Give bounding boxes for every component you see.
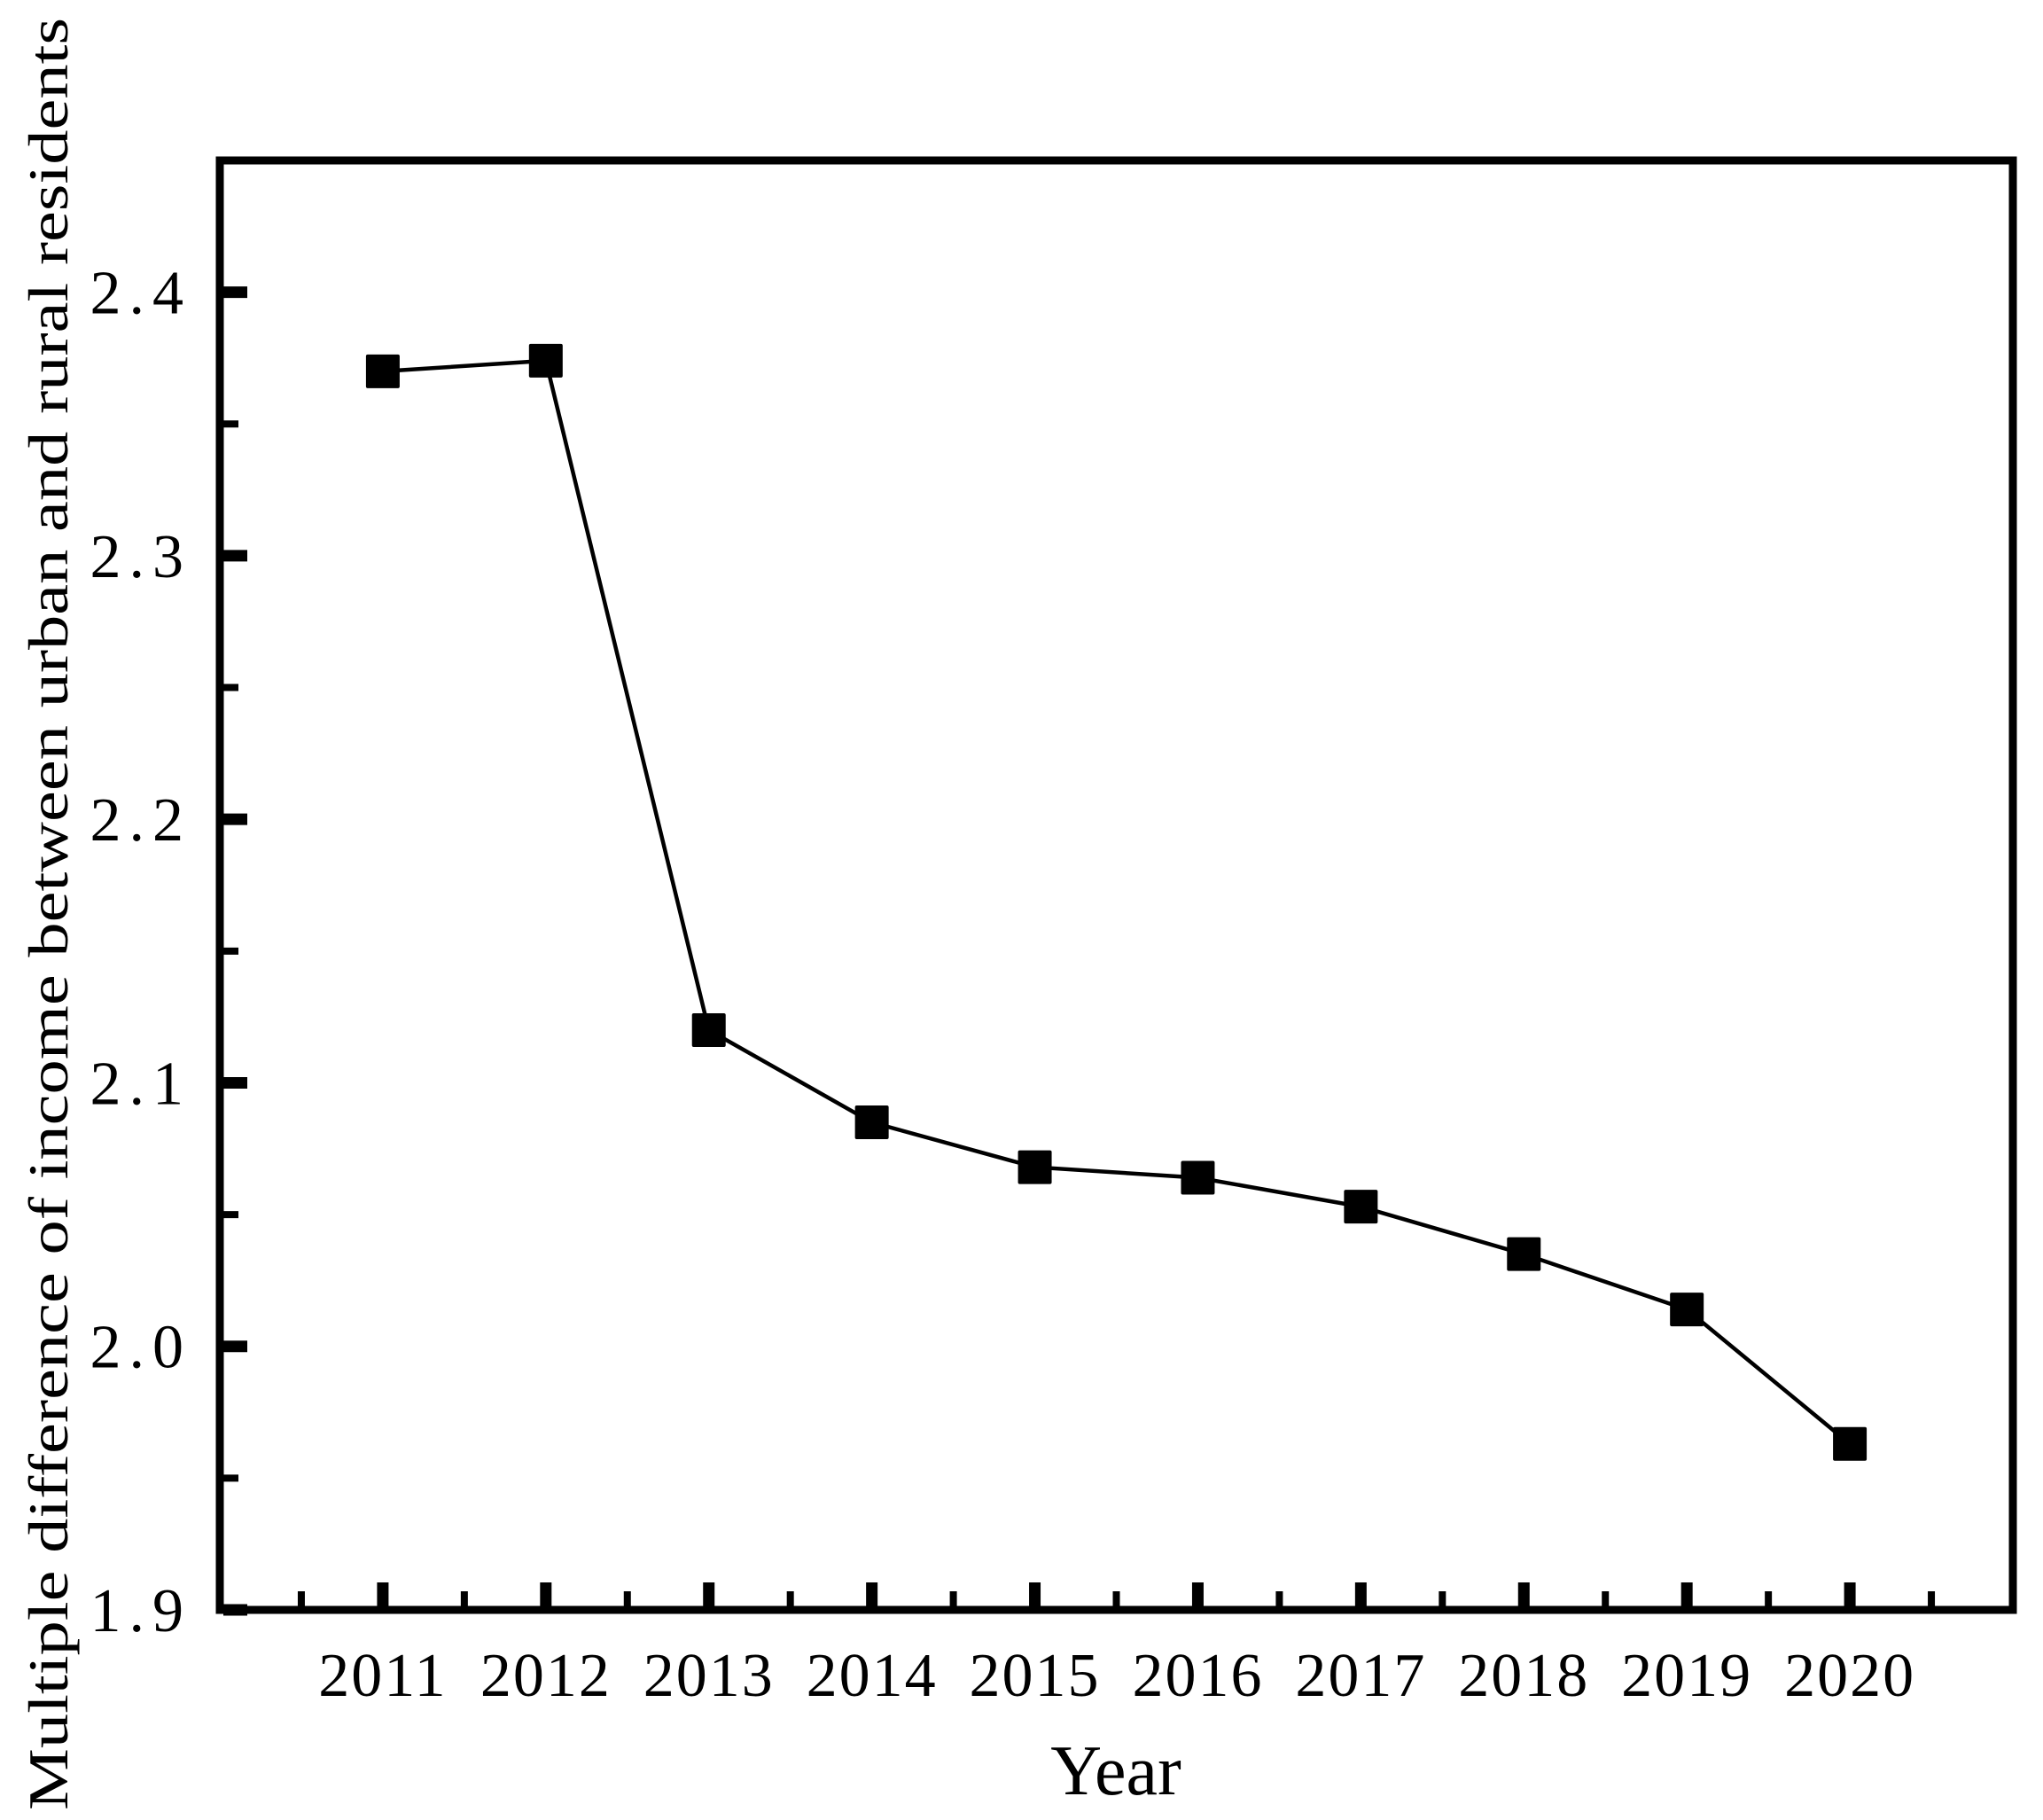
x-tick-label: 2014 (807, 1642, 938, 1710)
data-point-marker (1670, 1293, 1704, 1327)
chart-layer: 2011 2012 2013 2014 2015 2016 2017 2018 2019 2020… (90, 260, 1936, 1710)
x-tick-label: 2015 (970, 1642, 1101, 1710)
x-tick-label: 2011 (318, 1642, 447, 1710)
x-axis-label: Year (1050, 1732, 1181, 1810)
data-point-marker (1344, 1190, 1378, 1224)
x-tick-label: 2020 (1784, 1642, 1915, 1710)
y-tick-label: 2.0 (90, 1314, 192, 1382)
data-point-marker (1018, 1150, 1052, 1184)
y-tick-label: 2.4 (90, 260, 192, 328)
y-tick-label: 2.1 (90, 1050, 192, 1118)
y-axis-label: Multiple difference of income between ur… (17, 18, 80, 1810)
plot-area (215, 156, 2017, 1614)
data-point-marker (1507, 1237, 1541, 1271)
data-point-marker (1833, 1426, 1868, 1461)
data-point-marker (1181, 1160, 1215, 1195)
y-tick-label: 2.2 (90, 786, 192, 855)
y-tick-label: 2.3 (90, 523, 192, 591)
x-tick-label: 2012 (480, 1642, 612, 1710)
x-tick-label: 2013 (643, 1642, 775, 1710)
y-tick-label: 1.9 (90, 1577, 192, 1645)
data-series-line (382, 358, 1852, 1446)
x-tick-label: 2019 (1621, 1642, 1752, 1710)
data-point-marker (854, 1105, 889, 1140)
data-point-marker (365, 354, 400, 388)
x-tick-label: 2018 (1458, 1642, 1589, 1710)
x-tick-label: 2017 (1295, 1642, 1426, 1710)
data-point-marker (691, 1013, 726, 1047)
x-tick-label: 2016 (1132, 1642, 1263, 1710)
data-point-marker (528, 343, 563, 378)
